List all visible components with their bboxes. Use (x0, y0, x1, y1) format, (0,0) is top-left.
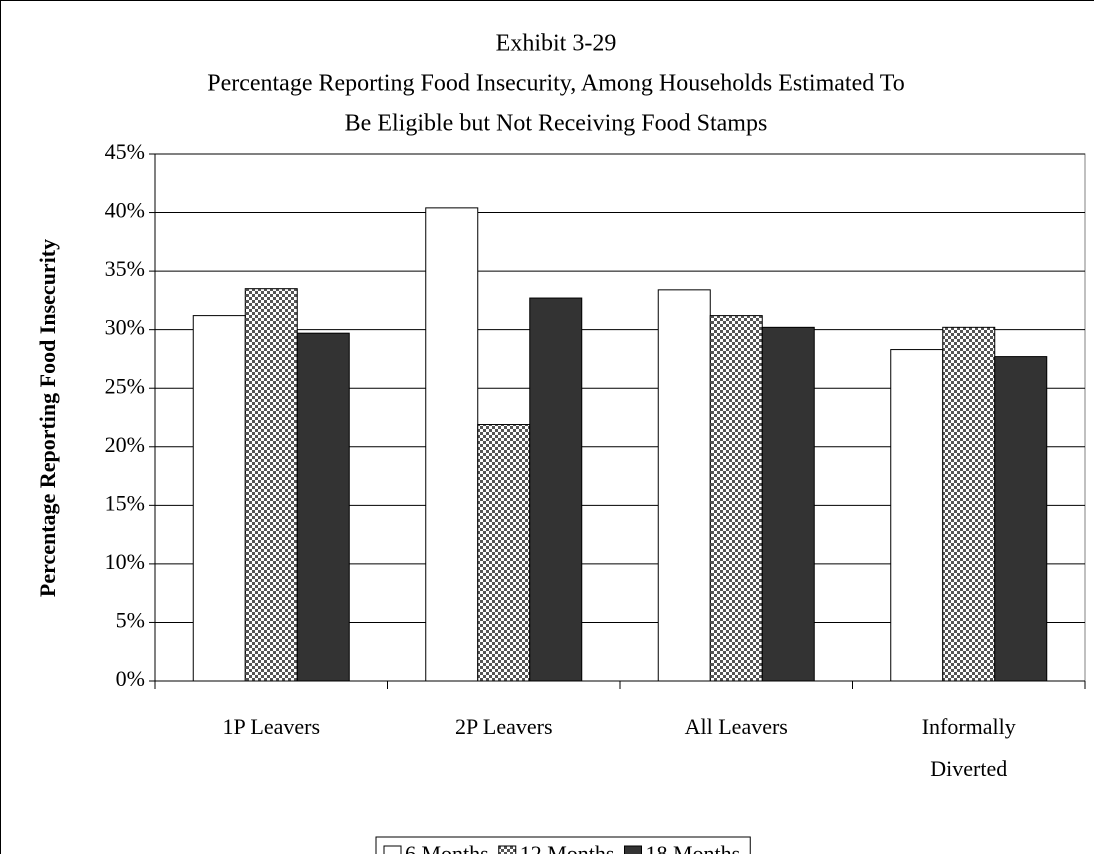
legend-label: 18 Months (646, 841, 741, 854)
bar (709, 315, 763, 682)
bar (192, 315, 246, 682)
x-tick-label: 1P Leavers (222, 714, 321, 739)
legend: 6 Months 12 Months 18 Months (375, 836, 751, 854)
bar (657, 289, 711, 682)
chart-title: Exhibit 3-29 (496, 31, 617, 57)
bar (244, 288, 298, 682)
y-tick-label: 40% (105, 198, 145, 223)
bar (890, 349, 944, 682)
legend-swatch (498, 845, 517, 854)
bar (425, 207, 479, 682)
y-axis-label: Percentage Reporting Food Insecurity (35, 239, 60, 597)
legend-swatch (383, 845, 402, 854)
y-tick-label: 45% (105, 139, 145, 164)
legend-box (375, 836, 751, 854)
y-tick-label: 5% (116, 607, 145, 632)
bar (477, 424, 531, 682)
y-tick-label: 20% (105, 432, 145, 457)
y-tick-label: 10% (105, 549, 145, 574)
y-tick-label: 15% (105, 490, 145, 515)
bar (761, 326, 815, 682)
legend-swatch (624, 845, 642, 854)
legend-label: 6 Months (405, 841, 489, 854)
y-tick-label: 0% (116, 666, 145, 691)
x-tick-label: Informally Diverted (921, 714, 1016, 781)
x-tick-label: 2P Leavers (454, 714, 553, 739)
bar (529, 297, 583, 682)
chart-title: Percentage Reporting Food Insecurity, Am… (207, 71, 905, 97)
y-tick-label: 25% (105, 373, 145, 398)
y-tick-label: 30% (105, 315, 145, 340)
chart-title: Be Eligible but Not Receiving Food Stamp… (345, 111, 768, 137)
bar (942, 326, 996, 682)
y-tick-label: 35% (105, 256, 145, 281)
legend-label: 12 Months (520, 841, 615, 854)
bar (994, 356, 1048, 682)
bar (296, 332, 350, 682)
x-tick-label: All Leavers (684, 714, 788, 739)
